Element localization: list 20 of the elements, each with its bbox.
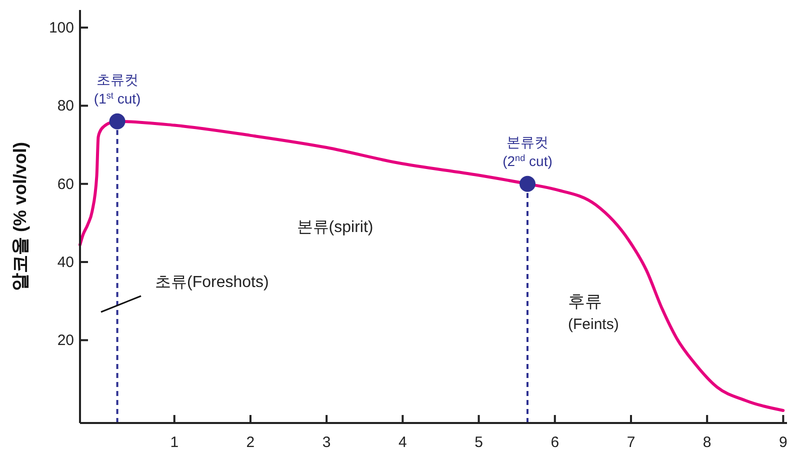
x-tick-label: 2: [246, 434, 255, 451]
x-tick-label: 1: [170, 434, 179, 451]
x-tick-label: 7: [626, 434, 636, 451]
x-tick-label: 8: [702, 434, 712, 451]
y-axis-title: 알코올 (% vol/vol): [10, 142, 30, 292]
y-tick-label: 80: [57, 98, 74, 115]
x-tick-label: 3: [322, 434, 331, 451]
annotation: 본류컷 (2$^{nd}$ cut): [502, 134, 552, 169]
annotation: 후류 (Feints): [568, 292, 619, 333]
y-tick-label: 40: [57, 254, 74, 272]
y-tick-label: 60: [57, 176, 74, 193]
annotation: 초류컷 (1$^{st}$ cut): [94, 71, 141, 106]
y-tick-label: 20: [57, 332, 74, 350]
annotation: 본류(spirit): [296, 219, 374, 236]
x-tick-label: 6: [550, 434, 560, 451]
annotation: 초류(Foreshots): [155, 274, 269, 291]
y-tick-label: 100: [48, 20, 74, 37]
x-tick-label: 5: [474, 434, 483, 451]
x-tick-label: 9: [779, 434, 788, 451]
x-tick-label: 4: [398, 434, 407, 451]
